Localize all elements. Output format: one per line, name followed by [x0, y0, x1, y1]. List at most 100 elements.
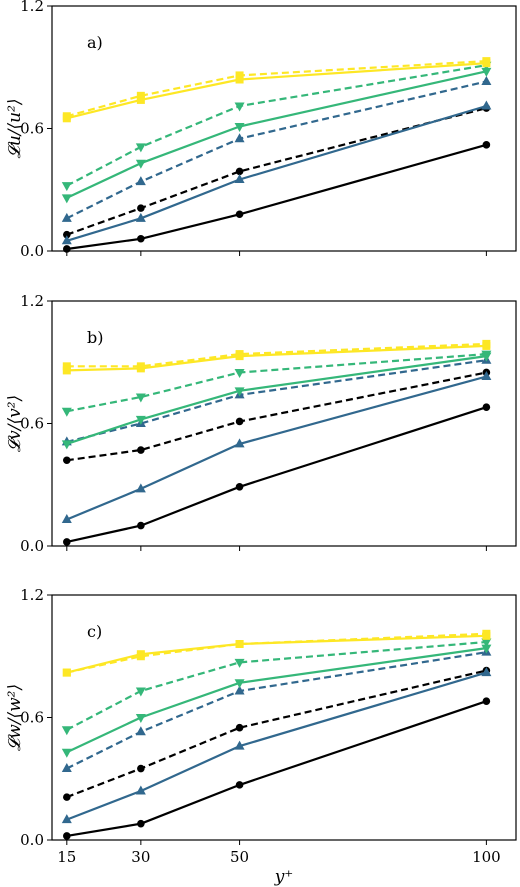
- y-tick-label: 1.2: [20, 292, 44, 310]
- data-point: [481, 638, 492, 648]
- series-line: [66, 634, 487, 674]
- data-point: [61, 407, 72, 417]
- data-point: [234, 438, 245, 448]
- series-line: [66, 700, 487, 837]
- series-2: [63, 368, 491, 465]
- data-point: [62, 366, 71, 375]
- series-4: [61, 646, 492, 773]
- data-point: [235, 350, 244, 359]
- series-6: [61, 638, 492, 736]
- data-point: [63, 245, 71, 253]
- series-1: [63, 403, 491, 546]
- data-point: [235, 210, 244, 219]
- data-point: [235, 640, 244, 648]
- series-line: [66, 651, 487, 770]
- series-3: [61, 371, 492, 523]
- data-point: [137, 764, 145, 773]
- data-point: [482, 403, 491, 411]
- series-line: [66, 355, 487, 445]
- data-point: [234, 133, 245, 143]
- plot-frame: [51, 300, 517, 547]
- series-8: [62, 629, 491, 677]
- series-line: [66, 406, 487, 543]
- data-point: [235, 417, 244, 426]
- series-line: [66, 70, 487, 199]
- data-point: [61, 748, 72, 758]
- data-point: [235, 167, 244, 176]
- x-axis-label: y⁺: [274, 867, 294, 887]
- data-point: [136, 362, 145, 371]
- y-tick-label: 0.0: [20, 831, 44, 849]
- series-line: [66, 371, 487, 462]
- data-point: [61, 182, 72, 192]
- data-point: [481, 100, 492, 110]
- data-point: [137, 204, 145, 212]
- data-point: [135, 785, 146, 795]
- x-tick-label: 30: [131, 848, 150, 866]
- series-line: [66, 344, 487, 372]
- data-point: [137, 819, 145, 828]
- panel-label: c): [87, 622, 102, 641]
- panel-3: 0.0 0.6 1.2 15 30 50 100 c) 𝓛w/⟨w²⟩ y⁺: [5, 586, 517, 887]
- panel-1: 0.0 0.6 1.2 a) 𝓛u/⟨u²⟩: [5, 0, 517, 260]
- data-point: [63, 230, 71, 239]
- data-point: [481, 67, 492, 77]
- data-point: [135, 483, 146, 493]
- data-point: [234, 368, 245, 378]
- series-line: [66, 60, 487, 118]
- series-line: [66, 64, 487, 187]
- series-5: [61, 644, 492, 758]
- data-point: [481, 644, 492, 654]
- data-point: [234, 740, 245, 750]
- data-point: [234, 679, 245, 689]
- series-5: [61, 67, 492, 204]
- data-point: [137, 521, 145, 530]
- series-3: [61, 667, 492, 824]
- data-point: [234, 658, 245, 668]
- series-6: [61, 350, 492, 417]
- y-tick-label: 0.6: [20, 415, 44, 433]
- data-point: [135, 726, 146, 736]
- data-point: [135, 143, 146, 153]
- series-8: [62, 57, 491, 121]
- series-8: [62, 339, 491, 371]
- data-point: [135, 687, 146, 697]
- y-tick-label: 0.0: [20, 242, 44, 260]
- panel-label: a): [87, 33, 103, 52]
- data-point: [135, 415, 146, 425]
- data-point: [482, 57, 491, 66]
- series-line: [66, 669, 487, 799]
- x-tick-label: 50: [230, 848, 249, 866]
- series-line: [66, 640, 487, 731]
- series-line: [66, 107, 487, 236]
- data-point: [481, 350, 492, 360]
- data-point: [62, 112, 71, 121]
- data-point: [61, 763, 72, 773]
- data-point: [63, 456, 71, 465]
- y-tick-label: 1.2: [20, 0, 44, 15]
- data-point: [482, 697, 491, 705]
- data-point: [135, 176, 146, 186]
- y-axis-label: 𝓛w/⟨w²⟩: [5, 684, 25, 751]
- data-point: [235, 482, 244, 491]
- data-point: [136, 652, 145, 661]
- series-line: [66, 104, 487, 242]
- data-point: [481, 371, 492, 381]
- data-point: [63, 538, 71, 546]
- data-point: [63, 832, 71, 840]
- y-tick-label: 0.6: [20, 120, 44, 138]
- data-point: [61, 513, 72, 523]
- data-point: [482, 629, 491, 638]
- y-tick-label: 0.6: [20, 709, 44, 727]
- series-6: [61, 61, 492, 192]
- series-line: [66, 359, 487, 443]
- data-point: [482, 141, 491, 149]
- data-point: [137, 234, 145, 243]
- data-point: [136, 91, 145, 100]
- data-point: [235, 75, 244, 84]
- series-line: [66, 80, 487, 220]
- data-point: [61, 726, 72, 736]
- data-point: [62, 668, 71, 677]
- data-point: [235, 781, 244, 789]
